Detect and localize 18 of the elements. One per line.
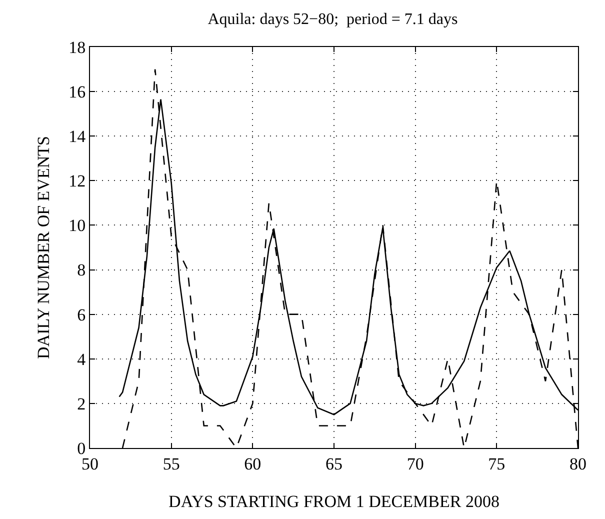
x-tick-label: 80 [570,454,586,474]
x-axis-title: DAYS STARTING FROM 1 DECEMBER 2008 [168,492,500,511]
y-tick-label: 6 [77,305,86,324]
y-tick-label: 12 [68,172,86,191]
x-tick-label: 65 [326,454,342,474]
x-tick-label: 70 [406,454,424,474]
chart-title: Aquila: days 52−80; period = 7.1 days [208,11,458,28]
y-tick-label: 2 [77,394,86,414]
x-tick-label: 55 [162,454,180,474]
y-tick-label: 16 [68,82,86,102]
y-tick-label: 4 [77,350,86,369]
y-axis-title: DAILY NUMBER OF EVENTS [34,136,54,359]
y-tick-label: 14 [68,127,86,146]
y-tick-label: 18 [68,38,86,57]
x-tick-label: 60 [244,454,262,474]
y-tick-label: 8 [77,260,86,280]
y-tick-label: 10 [68,216,86,236]
x-tick-label: 75 [488,454,506,474]
